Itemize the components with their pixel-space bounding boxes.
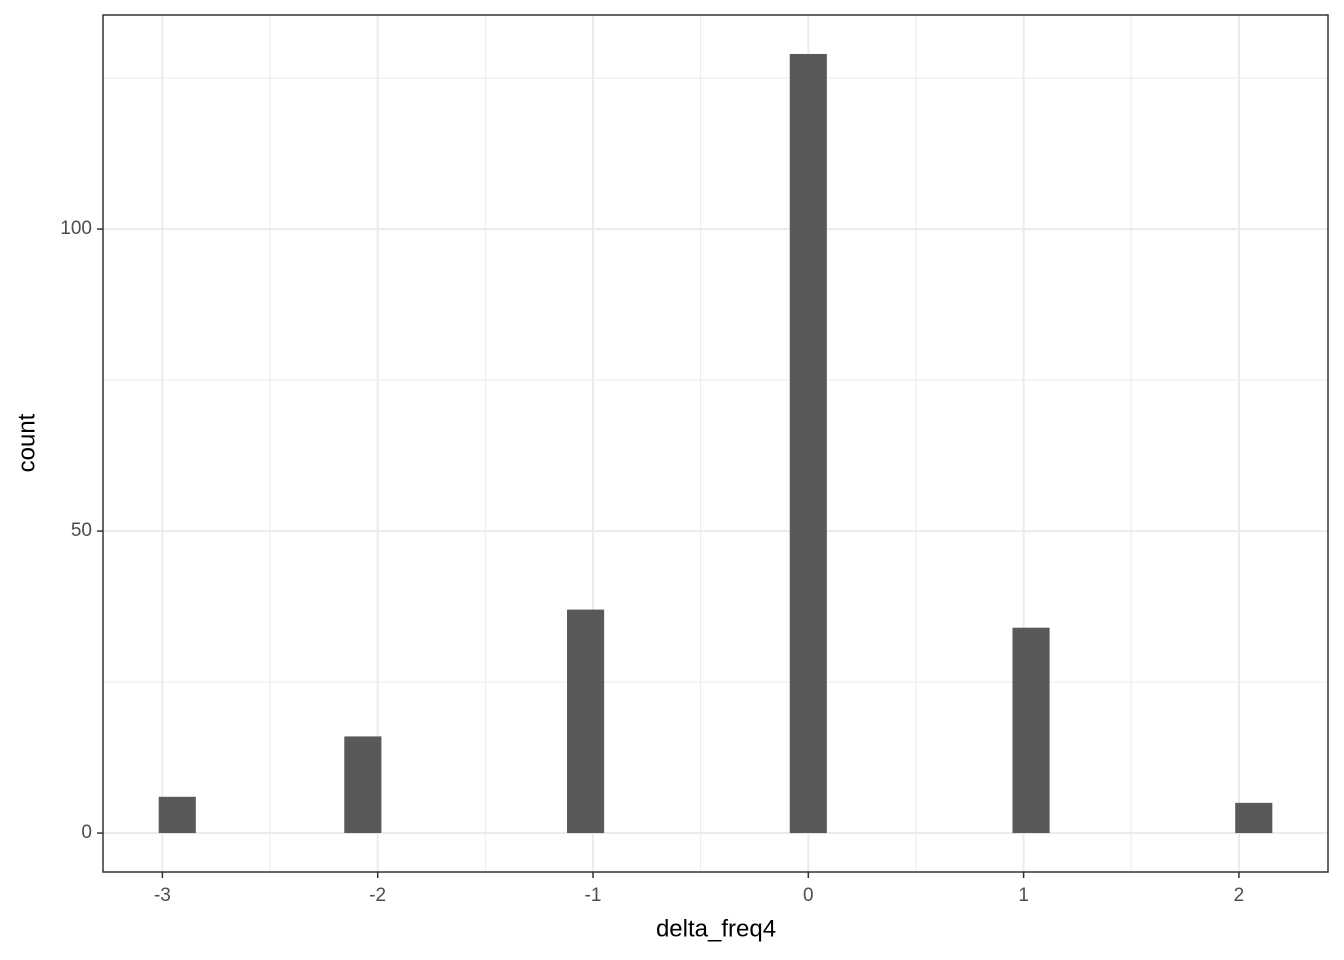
bar	[1012, 627, 1050, 834]
y-tick-label: 50	[71, 520, 92, 541]
bar	[1235, 802, 1273, 834]
panel-background	[103, 15, 1328, 872]
x-tick-label: 2	[1234, 885, 1245, 906]
bar	[789, 53, 827, 834]
x-tick-label: 1	[1018, 885, 1029, 906]
y-tick-label: 100	[60, 218, 92, 239]
x-tick-label: -3	[154, 885, 171, 906]
bar	[158, 796, 196, 834]
x-tick-label: 0	[803, 885, 814, 906]
panel-border	[102, 14, 1329, 873]
bar	[344, 736, 382, 834]
bar	[567, 609, 605, 834]
y-axis-title: count	[13, 413, 40, 472]
y-tick-label: 0	[81, 822, 92, 843]
x-tick-label: -1	[585, 885, 602, 906]
x-tick-label: -2	[369, 885, 386, 906]
x-axis-title: delta_freq4	[656, 915, 776, 942]
